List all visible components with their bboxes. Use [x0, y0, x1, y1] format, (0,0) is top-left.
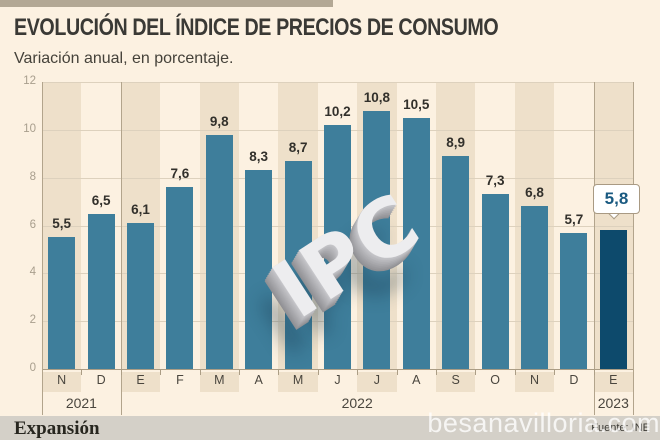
bar: [127, 223, 154, 369]
axis-tick: [199, 369, 201, 375]
y-axis-label: 8: [29, 170, 36, 183]
axis-tick: [278, 369, 280, 375]
brand-logo: Expansión: [14, 418, 100, 439]
value-label: 9,8: [209, 113, 229, 129]
bar: [245, 170, 273, 369]
gridline: [42, 82, 633, 83]
axis-tick: [357, 369, 359, 375]
bar: [48, 237, 76, 369]
bar: [481, 194, 509, 369]
value-label: 6,5: [91, 192, 111, 208]
bar: [166, 187, 194, 369]
bar: [363, 110, 391, 369]
month-label-block: [42, 372, 82, 392]
value-label: 7,6: [170, 166, 190, 182]
month-label-block: [593, 372, 633, 392]
month-label: E: [136, 373, 145, 387]
month-label-block: [514, 372, 555, 392]
year-label: 2022: [341, 395, 373, 411]
value-label: 7,3: [485, 173, 505, 189]
bar: [87, 213, 115, 369]
axis-tick: [239, 369, 240, 375]
month-label: D: [96, 373, 106, 387]
bar: [205, 134, 233, 369]
value-label: 10,2: [324, 104, 351, 120]
month-label-block: [357, 372, 397, 392]
axis-tick: [317, 369, 319, 375]
chart-title: EVOLUCIÓN DEL ÍNDICE DE PRECIOS DE CONSU…: [14, 14, 499, 41]
month-label: N: [529, 373, 540, 387]
month-label: E: [609, 373, 618, 387]
footer-bar: [0, 416, 660, 440]
bar: [442, 156, 470, 369]
y-axis-label: 0: [29, 362, 36, 374]
month-label-block: [199, 372, 239, 392]
value-label: 8,3: [249, 149, 269, 165]
axis-separator-line: [593, 82, 595, 415]
gridline: [42, 369, 633, 370]
value-label: 8,9: [446, 135, 466, 151]
value-label: 5,5: [52, 216, 72, 232]
y-axis-label: 6: [29, 218, 36, 231]
axis-tick: [554, 369, 556, 375]
top-accent-bar: [0, 0, 333, 7]
month-label-block: [278, 372, 318, 392]
bar: [599, 230, 627, 369]
value-label: 8,7: [288, 139, 308, 155]
axis-tick: [120, 369, 122, 375]
value-label: 6,8: [525, 185, 544, 201]
y-axis-label: 2: [29, 314, 36, 327]
y-axis-label: 12: [23, 75, 36, 87]
value-label: 6,1: [131, 202, 150, 218]
axis-separator-line: [633, 82, 634, 415]
axis-tick: [593, 369, 595, 375]
month-label: M: [292, 373, 304, 387]
year-label: 2023: [597, 395, 629, 411]
axis-tick: [396, 369, 398, 375]
source-label: Fuente: INE: [591, 422, 650, 434]
month-label: M: [214, 373, 225, 387]
value-label: 10,5: [403, 96, 430, 112]
month-label: J: [373, 373, 381, 387]
highlight-callout: 5,8: [593, 184, 640, 214]
month-label: J: [334, 373, 341, 387]
value-label: 10,8: [363, 89, 391, 105]
chart-subtitle: Variación anual, en porcentaje.: [14, 50, 234, 67]
y-axis-label: 4: [29, 266, 36, 279]
bar: [560, 232, 588, 369]
month-label-block: [436, 372, 476, 392]
axis-separator-line: [120, 82, 122, 415]
axis-tick: [436, 369, 437, 375]
month-label: N: [57, 373, 67, 387]
month-label-block: [120, 372, 161, 392]
bar: [521, 206, 548, 369]
bar: [284, 160, 312, 369]
bar: [402, 117, 430, 369]
month-label: O: [490, 373, 500, 387]
axis-tick: [160, 369, 162, 375]
value-label: 5,7: [564, 211, 584, 227]
axis-tick: [475, 369, 477, 375]
axis-tick: [81, 369, 83, 375]
y-axis-label: 10: [23, 122, 36, 135]
month-label: D: [569, 373, 579, 387]
month-label: S: [451, 373, 460, 387]
month-label: A: [254, 373, 263, 387]
axis-separator-line: [42, 82, 43, 415]
month-label: A: [412, 373, 421, 387]
month-label: F: [176, 373, 184, 387]
bar: [324, 125, 351, 369]
year-label: 2021: [65, 395, 97, 411]
axis-tick: [514, 369, 516, 375]
